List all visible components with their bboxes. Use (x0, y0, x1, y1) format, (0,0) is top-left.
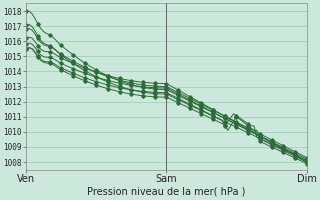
X-axis label: Pression niveau de la mer( hPa ): Pression niveau de la mer( hPa ) (87, 187, 245, 197)
